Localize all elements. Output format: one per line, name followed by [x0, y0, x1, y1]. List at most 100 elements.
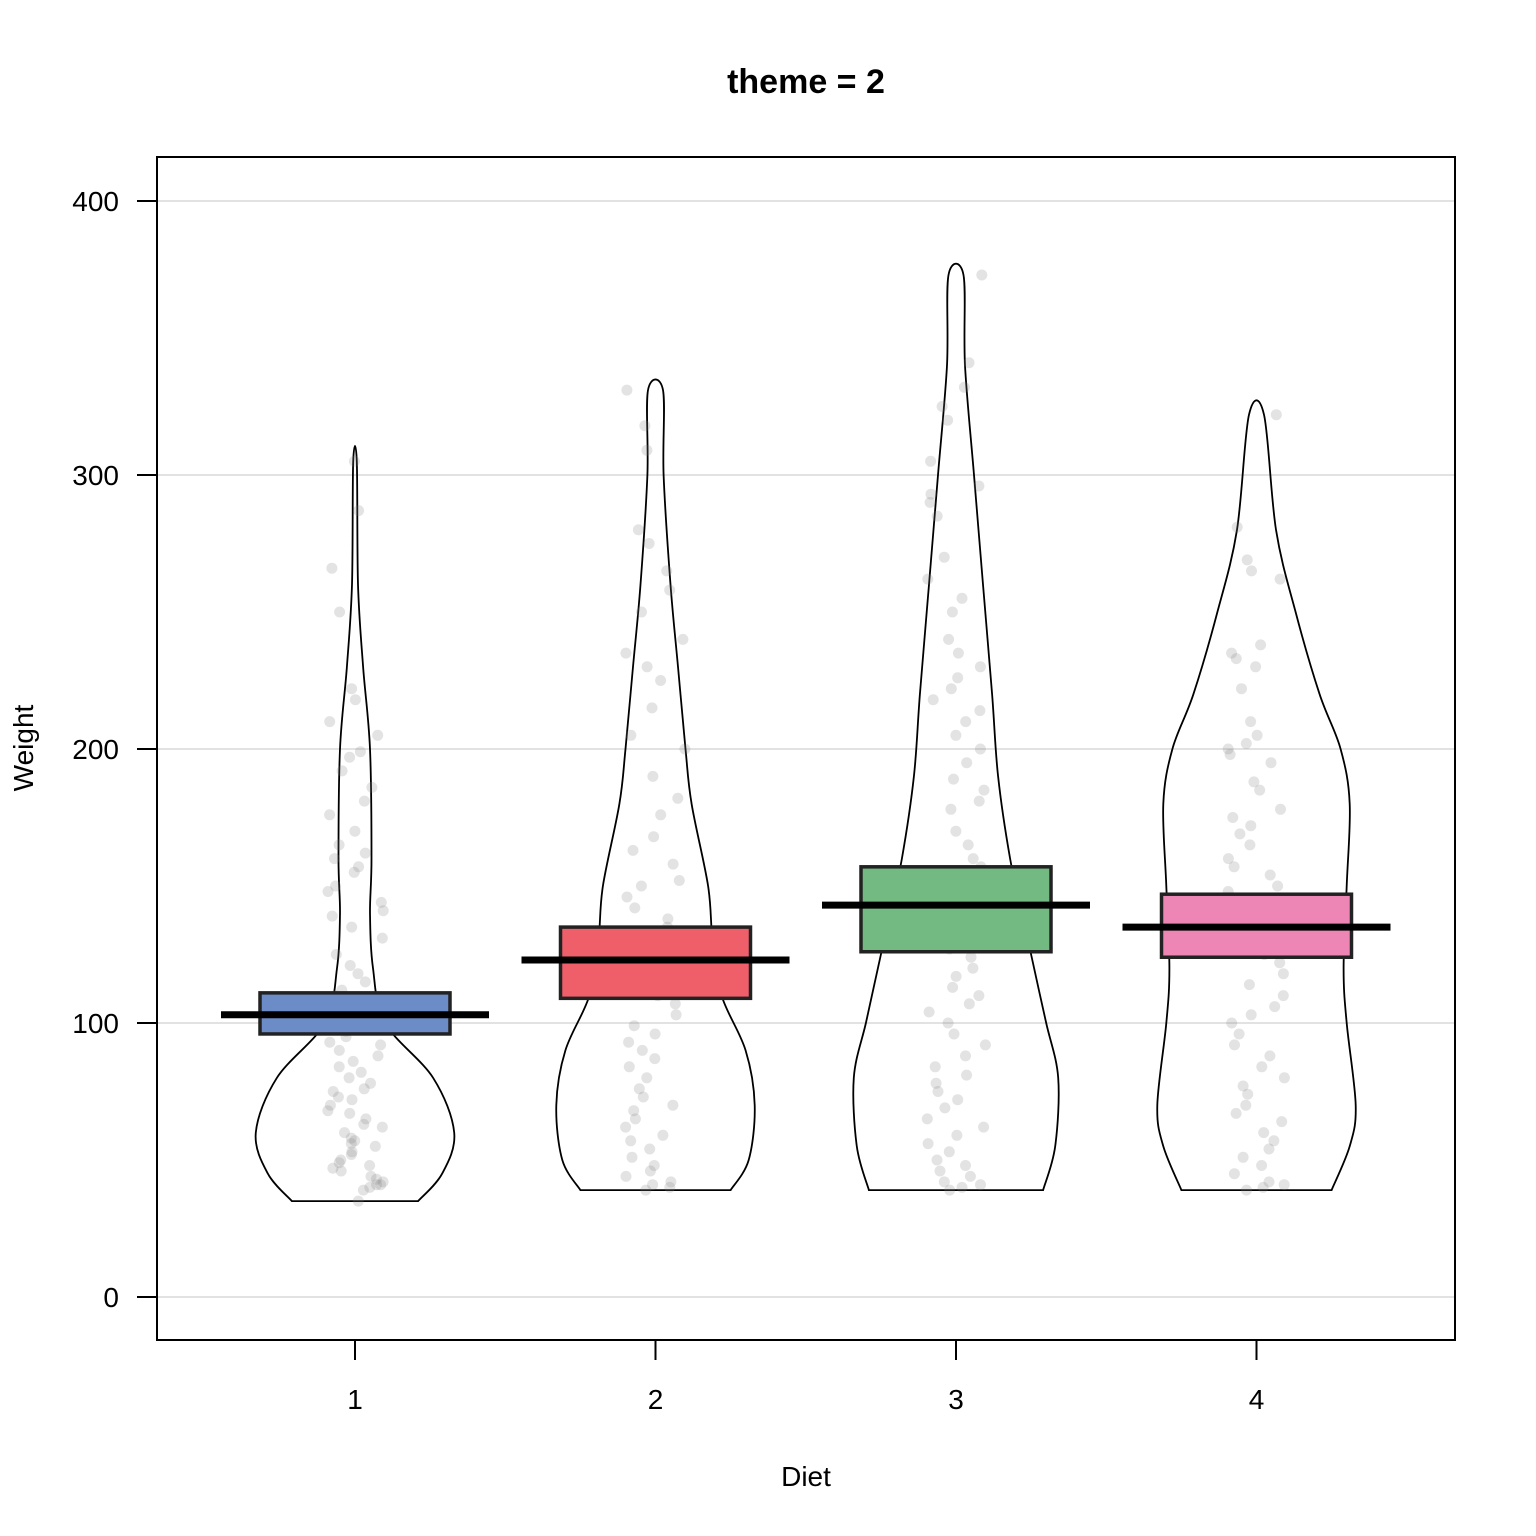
data-point [355, 1066, 367, 1078]
data-point [939, 1102, 951, 1114]
data-point [1228, 1168, 1240, 1180]
data-point [946, 606, 958, 618]
data-point [925, 488, 937, 500]
data-point [1230, 1107, 1242, 1119]
data-point [667, 858, 679, 870]
data-point [625, 1135, 637, 1147]
data-point [975, 1179, 986, 1191]
data-point [938, 1176, 950, 1188]
data-point [1277, 968, 1289, 980]
data-point [956, 592, 968, 604]
data-point [647, 1179, 659, 1191]
data-point [345, 1132, 357, 1144]
data-point [346, 921, 358, 933]
data-point [929, 1061, 941, 1073]
y-tick-label: 300 [72, 460, 119, 491]
data-point [1245, 716, 1257, 728]
data-point [931, 1154, 943, 1166]
x-tick-label: 1 [347, 1384, 363, 1415]
data-point [641, 444, 653, 456]
data-point [621, 384, 633, 396]
data-point [326, 562, 338, 574]
data-point [620, 1170, 632, 1182]
data-point [1268, 1135, 1280, 1147]
data-point [637, 1091, 649, 1103]
data-point [951, 1129, 963, 1141]
data-point [352, 1195, 364, 1207]
violin-2 [555, 378, 756, 1191]
data-point [1278, 1179, 1290, 1191]
data-point [646, 702, 658, 714]
data-point [1248, 776, 1260, 788]
data-point [921, 1113, 933, 1125]
data-point [1270, 409, 1282, 421]
data-point [974, 661, 986, 673]
violin-1 [254, 444, 456, 1202]
data-point [1240, 738, 1252, 749]
data-point [324, 716, 336, 728]
data-point [332, 1091, 344, 1103]
data-point [365, 1170, 377, 1182]
data-point [927, 694, 939, 706]
data-point [974, 743, 986, 755]
data-point [1264, 869, 1276, 881]
data-point [635, 880, 647, 892]
data-point [349, 694, 361, 706]
data-point [322, 1105, 334, 1117]
data-point [371, 1173, 382, 1185]
data-point [1251, 729, 1263, 741]
data-point [365, 1077, 376, 1089]
data-point [636, 1044, 648, 1056]
data-point [345, 1149, 357, 1160]
data-point [329, 853, 340, 865]
data-point [644, 1165, 656, 1177]
data-point [644, 1143, 656, 1155]
data-point [344, 751, 356, 763]
data-point [950, 729, 962, 741]
data-point [960, 716, 972, 728]
data-point [973, 990, 985, 1002]
data-point [922, 573, 934, 585]
data-point [679, 743, 691, 755]
ci-boxes-layer [258, 865, 1354, 1036]
data-point [364, 1181, 376, 1193]
data-point [1222, 853, 1234, 865]
data-point [961, 757, 973, 769]
data-point [960, 1160, 971, 1171]
data-point [661, 565, 673, 577]
data-point [626, 1151, 638, 1163]
data-point [962, 839, 974, 851]
data-point [1275, 803, 1286, 815]
data-point [1227, 812, 1239, 823]
data-point [335, 1165, 347, 1177]
data-point [943, 1146, 955, 1158]
data-point [669, 998, 681, 1010]
data-point [649, 1053, 661, 1065]
data-point [925, 455, 937, 467]
data-point [360, 1113, 372, 1125]
data-point [967, 853, 979, 865]
data-point [339, 1127, 350, 1139]
data-point [1254, 784, 1266, 796]
data-point [641, 1072, 653, 1084]
data-point [1245, 820, 1257, 832]
data-point [359, 976, 371, 988]
data-point [978, 784, 990, 796]
data-point [934, 1165, 946, 1177]
data-point [967, 962, 979, 974]
data-point [1258, 1127, 1270, 1139]
y-tick-label: 0 [103, 1282, 119, 1313]
data-point [334, 606, 346, 618]
data-point [1274, 957, 1286, 969]
data-point [648, 1160, 660, 1171]
data-point [629, 1113, 641, 1125]
x-tick-label: 2 [648, 1384, 664, 1415]
ci-box-3 [859, 865, 1053, 954]
data-point [1274, 573, 1286, 585]
data-point [930, 1077, 942, 1089]
data-point [1256, 1160, 1268, 1171]
data-point [1263, 1176, 1275, 1188]
data-point [352, 968, 364, 980]
data-point [664, 584, 676, 596]
data-point [346, 683, 358, 695]
